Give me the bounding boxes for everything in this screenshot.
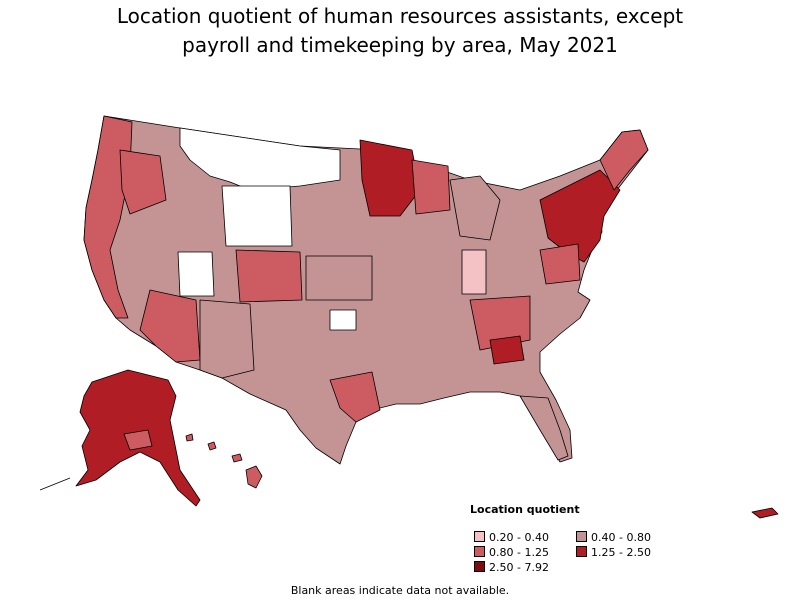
legend-swatch [576,531,587,542]
new-mexico-region [199,299,255,379]
legend-item-0: 0.20 - 0.40 [474,531,549,544]
minnesota-region [359,139,421,217]
michigan-region [449,175,501,241]
legend: Location quotient 0.20 - 0.40 0.40 - 0.8… [470,503,700,578]
colorado-region [235,249,303,303]
virginia-region [539,243,581,285]
legend-swatch [474,561,485,572]
idaho-oregon-region [119,149,167,215]
hawaii-oahu [207,441,217,451]
legend-swatch [474,531,485,542]
hawaii-maui [231,453,243,463]
map-title-line2: payroll and timekeeping by area, May 202… [182,33,618,57]
utah-nodata [177,251,215,297]
arizona-region [139,289,201,363]
legend-label: 0.20 - 0.40 [489,531,549,544]
legend-item-1: 0.40 - 0.80 [576,531,651,544]
map-title: Location quotient of human resources ass… [0,2,800,60]
northeast-region [539,169,621,263]
legend-item-2: 0.80 - 1.25 [474,546,549,559]
legend-label: 2.50 - 7.92 [489,561,549,574]
hawaii-kauai [185,433,194,442]
legend-label: 0.80 - 1.25 [489,546,549,559]
legend-label: 0.40 - 0.80 [591,531,651,544]
footnote: Blank areas indicate data not available. [290,584,510,597]
legend-label: 1.25 - 2.50 [591,546,651,559]
map-title-line1: Location quotient of human resources ass… [116,4,684,28]
kansas-region [305,255,373,301]
indiana-light-region [461,249,487,295]
hawaii-big-island [245,465,263,489]
legend-item-4: 2.50 - 7.92 [474,561,549,574]
aleutian-islands [39,477,71,491]
legend-title: Location quotient [470,503,580,516]
alaska-inset-area [123,429,153,451]
florida-region [519,395,569,461]
new-england-region [599,129,649,191]
wisconsin-region [411,159,451,215]
tennessee-region [489,335,525,365]
oklahoma-nodata [329,309,357,331]
legend-item-3: 1.25 - 2.50 [576,546,651,559]
legend-swatch [474,546,485,557]
legend-swatch [576,546,587,557]
puerto-rico [751,507,779,519]
wyoming-nodata [221,185,293,247]
texas-gulf-region [329,371,381,423]
